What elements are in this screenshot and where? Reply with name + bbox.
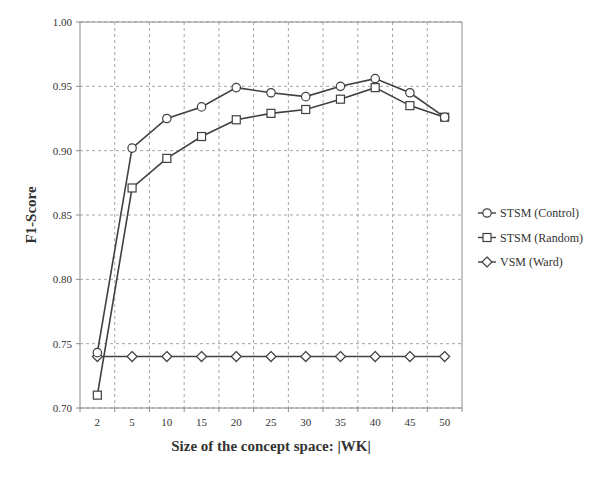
data-point: [93, 391, 101, 399]
y-grid-line: [80, 343, 462, 344]
y-tick: [76, 86, 80, 87]
x-tick-label: 5: [129, 416, 135, 428]
data-point: [370, 352, 380, 362]
data-point: [128, 144, 136, 152]
data-point: [302, 92, 310, 100]
x-tick: [323, 408, 324, 412]
x-tick: [288, 408, 289, 412]
y-tick-label: 0.85: [53, 209, 73, 221]
y-axis-label: F1-Score: [23, 186, 39, 244]
y-tick: [76, 22, 80, 23]
data-point: [266, 352, 276, 362]
data-point: [335, 352, 345, 362]
y-grid-line: [80, 215, 462, 216]
x-tick: [184, 408, 185, 412]
y-tick-label: 0.70: [53, 402, 73, 414]
data-point: [302, 105, 310, 113]
legend: STSM (Control) STSM (Random) VSM (Ward): [478, 206, 583, 269]
data-point: [406, 102, 414, 110]
y-tick: [76, 215, 80, 216]
x-tick-label: 25: [266, 416, 278, 428]
data-point: [197, 352, 207, 362]
y-tick: [76, 150, 80, 151]
chart: 0.700.750.800.850.900.951.00251015202530…: [0, 0, 616, 478]
data-point: [406, 89, 414, 97]
x-tick: [80, 408, 81, 412]
x-tick: [427, 408, 428, 412]
x-tick: [357, 408, 358, 412]
x-grid-line: [392, 22, 393, 408]
data-point: [198, 133, 206, 141]
legend-marker: [483, 234, 491, 242]
x-tick-label: 15: [196, 416, 208, 428]
y-tick: [76, 408, 80, 409]
y-grid-line: [80, 279, 462, 280]
data-point: [232, 83, 240, 91]
data-point: [336, 95, 344, 103]
data-point: [440, 352, 450, 362]
y-tick-label: 0.95: [53, 80, 73, 92]
data-point: [371, 74, 379, 82]
x-tick: [392, 408, 393, 412]
x-grid-line: [149, 22, 150, 408]
data-point: [162, 352, 172, 362]
x-tick-label: 10: [161, 416, 173, 428]
data-point: [231, 352, 241, 362]
y-tick-label: 0.75: [53, 338, 73, 350]
x-grid-line: [114, 22, 115, 408]
plot-frame: [80, 22, 462, 408]
y-tick: [76, 279, 80, 280]
data-point: [441, 113, 449, 121]
x-grid-line: [184, 22, 185, 408]
data-point: [267, 89, 275, 97]
y-tick-label: 0.90: [53, 145, 73, 157]
x-tick-label: 45: [404, 416, 416, 428]
series-line: [97, 79, 444, 353]
y-tick-label: 0.80: [53, 273, 73, 285]
x-tick-label: 40: [370, 416, 382, 428]
x-tick-label: 50: [439, 416, 451, 428]
y-grid-line: [80, 86, 462, 87]
y-grid-line: [80, 150, 462, 151]
x-tick: [218, 408, 219, 412]
x-grid-line: [357, 22, 358, 408]
legend-label: STSM (Random): [500, 231, 583, 245]
data-point: [197, 103, 205, 111]
x-axis-label: Size of the concept space: |WK|: [171, 438, 370, 454]
plot-marks: [92, 74, 449, 399]
x-grid-line: [427, 22, 428, 408]
data-point: [128, 184, 136, 192]
x-grid-line: [323, 22, 324, 408]
data-point: [440, 113, 448, 121]
x-tick: [462, 408, 463, 412]
y-tick-label: 1.00: [53, 16, 73, 28]
legend-marker: [483, 209, 491, 217]
x-grid-line: [218, 22, 219, 408]
legend-marker: [482, 257, 492, 267]
data-point: [93, 348, 101, 356]
data-point: [127, 352, 137, 362]
x-grid-line: [288, 22, 289, 408]
data-point: [163, 114, 171, 122]
legend-label: VSM (Ward): [500, 255, 563, 269]
data-point: [405, 352, 415, 362]
x-tick-label: 20: [231, 416, 243, 428]
data-point: [232, 116, 240, 124]
x-tick-label: 30: [300, 416, 312, 428]
data-point: [163, 154, 171, 162]
x-grid-line: [253, 22, 254, 408]
plot-area: [80, 22, 462, 408]
x-tick: [149, 408, 150, 412]
y-tick: [76, 343, 80, 344]
data-point: [301, 352, 311, 362]
x-tick-label: 2: [95, 416, 101, 428]
legend-label: STSM (Control): [500, 206, 579, 220]
data-point: [267, 109, 275, 117]
data-point: [336, 82, 344, 90]
x-tick: [114, 408, 115, 412]
x-tick: [253, 408, 254, 412]
x-tick-label: 35: [335, 416, 347, 428]
data-point: [371, 84, 379, 92]
